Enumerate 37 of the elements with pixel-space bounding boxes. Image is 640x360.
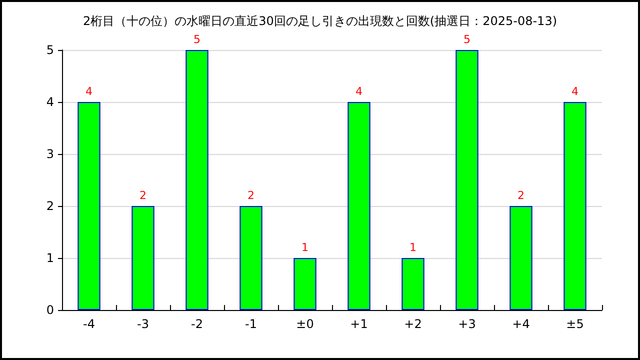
data-label: 4 (86, 85, 92, 98)
bar (348, 102, 370, 310)
x-tick-label: -4 (83, 317, 95, 331)
bar (132, 206, 154, 310)
y-tick-label: 4 (46, 95, 54, 109)
x-tick-label: -1 (245, 317, 257, 331)
x-tick-label: -3 (137, 317, 149, 331)
x-tick-label: ±5 (566, 317, 584, 331)
x-tick-label: -2 (191, 317, 203, 331)
x-tick-label: ±0 (296, 317, 314, 331)
data-label: 5 (464, 33, 470, 46)
bar (186, 50, 208, 310)
chart-title: 2桁目（十の位）の水曜日の直近30回の足し引きの出現数と回数(抽選日：2025-08-13) (82, 14, 558, 28)
x-tick-label: +1 (350, 317, 368, 331)
data-label: 2 (518, 189, 524, 202)
bar (240, 206, 262, 310)
data-label: 5 (194, 33, 200, 46)
y-tick-label: 0 (46, 303, 54, 317)
y-tick-label: 5 (46, 43, 54, 57)
y-tick-label: 3 (46, 147, 54, 161)
bar (564, 102, 586, 310)
y-tick-label: 1 (46, 251, 54, 265)
data-label: 2 (248, 189, 254, 202)
data-label: 2 (140, 189, 146, 202)
bar (510, 206, 532, 310)
x-tick-label: +3 (458, 317, 476, 331)
bar (456, 50, 478, 310)
bar (402, 258, 424, 310)
x-tick-label: +2 (404, 317, 422, 331)
bar (294, 258, 316, 310)
data-label: 1 (302, 241, 308, 254)
y-tick-label: 2 (46, 199, 54, 213)
data-label: 4 (572, 85, 578, 98)
bar (78, 102, 100, 310)
data-label: 4 (356, 85, 362, 98)
x-tick-label: +4 (512, 317, 530, 331)
data-label: 1 (410, 241, 416, 254)
